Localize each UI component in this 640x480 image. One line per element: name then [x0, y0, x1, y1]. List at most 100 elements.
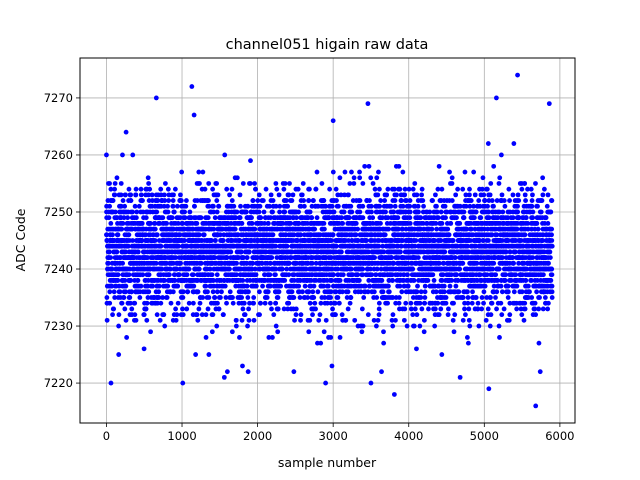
data-point [282, 278, 288, 283]
data-point [367, 283, 372, 289]
data-point [207, 266, 213, 272]
data-point [137, 295, 143, 300]
data-point [307, 186, 312, 192]
data-point [372, 186, 378, 192]
data-point [273, 323, 279, 329]
data-point [159, 266, 165, 272]
data-point [355, 226, 361, 232]
data-point [323, 203, 329, 209]
data-point [401, 317, 407, 323]
data-point [300, 289, 305, 295]
data-point [211, 283, 217, 289]
data-point [321, 220, 327, 226]
data-point [184, 272, 190, 278]
data-point [432, 306, 438, 312]
data-point [111, 289, 117, 295]
data-point [224, 255, 230, 261]
data-point [407, 209, 413, 215]
data-point [374, 295, 380, 300]
data-point [408, 300, 414, 306]
data-point [238, 203, 243, 209]
data-point [240, 181, 246, 186]
data-point [466, 306, 472, 312]
data-point [447, 283, 453, 289]
data-point [109, 266, 115, 272]
data-point [293, 306, 299, 312]
data-point [326, 283, 331, 289]
data-point [402, 192, 407, 198]
data-point [270, 198, 276, 203]
data-point [182, 215, 188, 221]
data-point [406, 186, 412, 192]
data-point [420, 198, 426, 203]
data-point [271, 312, 277, 318]
data-point [353, 220, 359, 226]
data-point [333, 312, 338, 318]
data-point [417, 323, 423, 329]
data-point [381, 340, 387, 346]
data-point [457, 266, 463, 272]
data-point [112, 192, 118, 198]
data-point [205, 306, 211, 312]
data-point [451, 300, 456, 306]
data-point [124, 335, 130, 340]
data-point [333, 186, 339, 192]
data-point [127, 266, 133, 272]
data-point [183, 203, 189, 209]
data-point [214, 198, 220, 203]
data-point [181, 238, 187, 243]
data-point [249, 220, 255, 226]
data-point [378, 220, 383, 226]
data-point [122, 306, 128, 312]
data-point [212, 295, 218, 300]
data-point [214, 289, 220, 295]
data-point [241, 255, 246, 261]
data-point [243, 209, 249, 215]
data-point [239, 220, 245, 226]
data-point [155, 198, 161, 203]
data-point [375, 317, 381, 323]
data-point [311, 198, 316, 203]
data-point [178, 260, 183, 266]
data-point [214, 272, 220, 278]
data-point [231, 203, 237, 209]
data-point [431, 278, 437, 283]
data-point [333, 289, 339, 295]
data-point [375, 192, 381, 198]
data-point [177, 215, 183, 221]
data-point [234, 272, 239, 278]
data-point [284, 243, 290, 249]
data-point [205, 289, 210, 295]
data-point [343, 317, 349, 323]
data-point [138, 283, 144, 289]
data-point [403, 300, 409, 306]
data-point [345, 306, 351, 312]
data-point [284, 266, 290, 272]
data-point [360, 181, 366, 186]
data-point [355, 272, 361, 278]
data-point [116, 283, 122, 289]
data-point [165, 283, 171, 289]
data-point [109, 283, 115, 289]
data-point [118, 203, 124, 209]
data-point [376, 238, 382, 243]
data-point [396, 163, 402, 169]
data-point [270, 335, 275, 340]
data-point [246, 249, 252, 255]
data-point [370, 181, 376, 186]
data-point [335, 203, 341, 209]
data-point [199, 312, 205, 318]
data-point [289, 289, 295, 295]
data-point [116, 352, 122, 357]
data-point [415, 283, 420, 289]
data-point [127, 295, 133, 300]
data-point [407, 220, 413, 226]
data-point [214, 181, 220, 186]
data-point [317, 312, 323, 318]
data-point [310, 289, 316, 295]
data-point [306, 289, 312, 295]
data-point [460, 186, 466, 192]
data-point [146, 289, 152, 295]
data-point [121, 215, 127, 221]
data-point [349, 209, 355, 215]
